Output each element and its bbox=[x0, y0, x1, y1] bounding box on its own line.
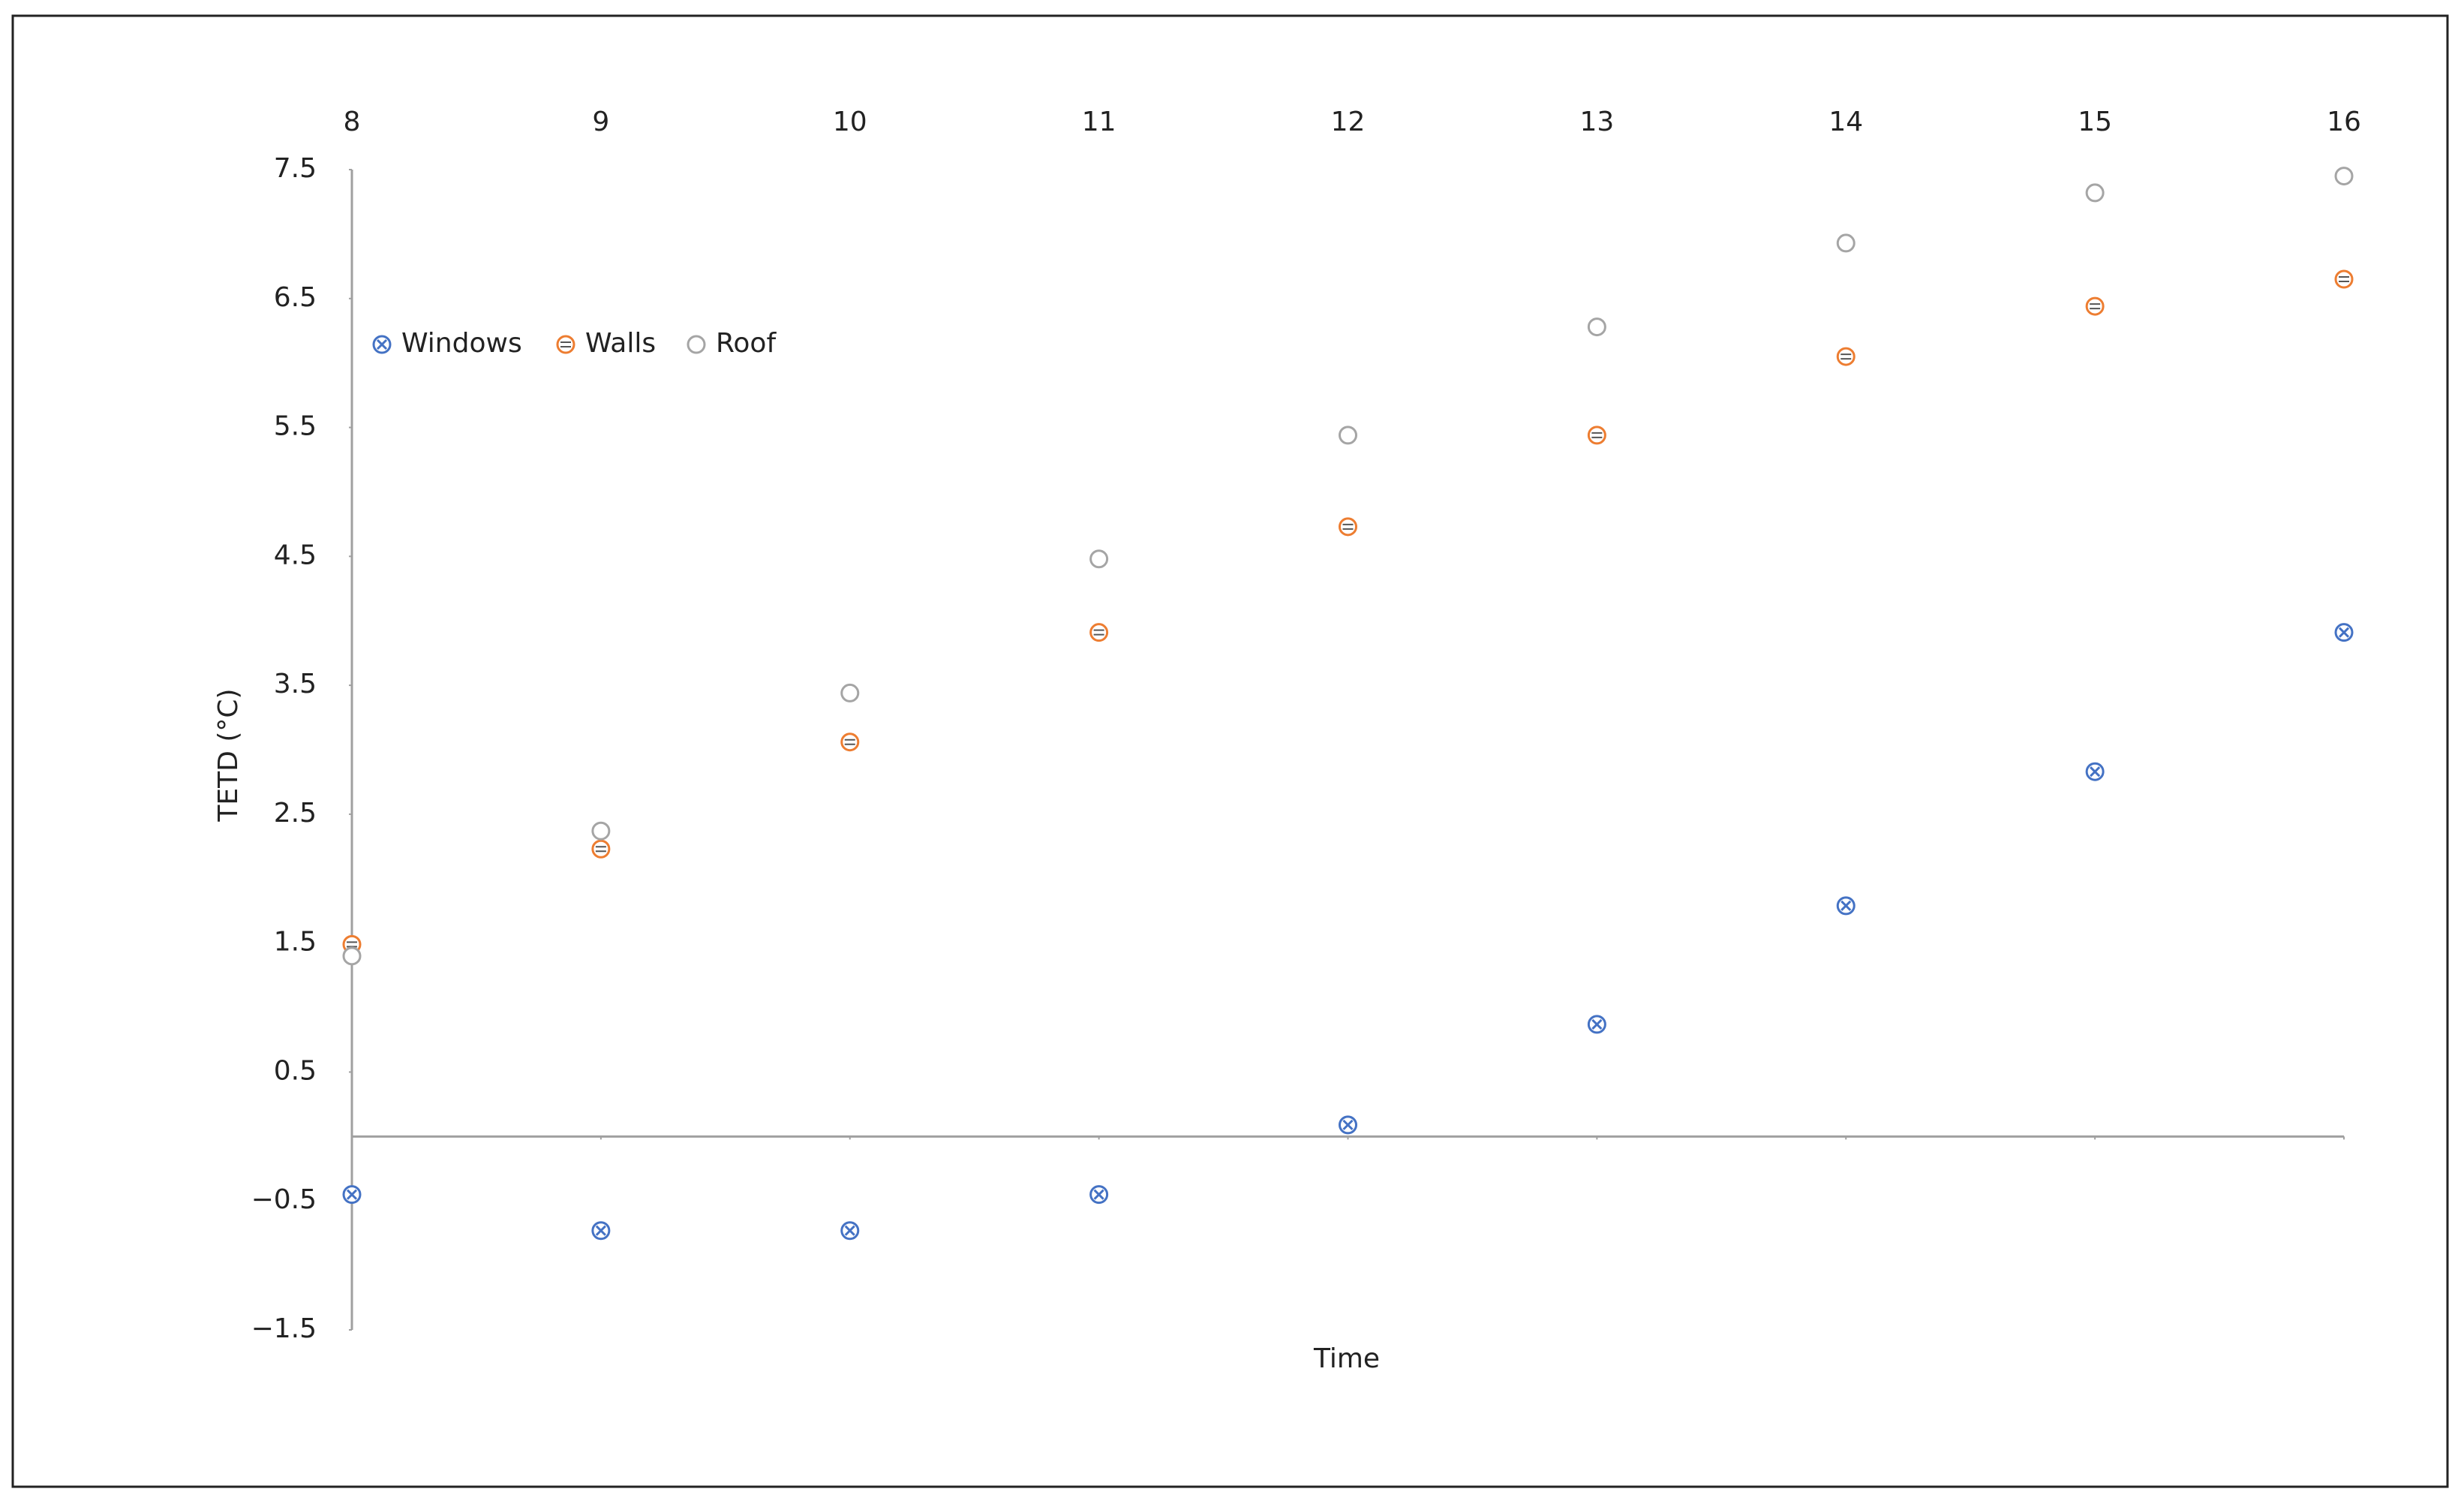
point bbox=[1836, 233, 1856, 253]
marker-pattern bbox=[1342, 1119, 1354, 1130]
point bbox=[1587, 1015, 1606, 1034]
y-tick-label: 7.5 bbox=[274, 153, 317, 184]
marker-pattern bbox=[1591, 1018, 1603, 1030]
point bbox=[1339, 1115, 1357, 1135]
point bbox=[342, 1185, 362, 1205]
point bbox=[2334, 623, 2354, 642]
point bbox=[1836, 347, 1856, 366]
marker-pattern bbox=[376, 338, 388, 350]
point-shape bbox=[2085, 183, 2105, 203]
y-tick-label: 3.5 bbox=[274, 669, 317, 699]
point bbox=[2334, 269, 2354, 289]
point-shape bbox=[591, 821, 611, 841]
legend-label: Windows bbox=[401, 328, 522, 359]
y-tick-label: 2.5 bbox=[274, 798, 317, 829]
point-shape bbox=[840, 732, 860, 752]
point bbox=[2085, 762, 2105, 781]
x-tick-label: 14 bbox=[1828, 107, 1863, 137]
legend-marker bbox=[687, 335, 706, 354]
marker-pattern bbox=[1093, 629, 1104, 636]
point bbox=[1587, 317, 1606, 337]
point-shape bbox=[1339, 426, 1357, 445]
y-tick-label: 1.5 bbox=[274, 927, 317, 958]
legend-marker bbox=[556, 335, 575, 354]
x-tick-label: 15 bbox=[2078, 107, 2112, 137]
marker-pattern bbox=[1840, 900, 1852, 911]
x-tick-label: 9 bbox=[592, 107, 609, 137]
marker-pattern bbox=[346, 1189, 358, 1200]
marker-pattern bbox=[595, 846, 606, 853]
point bbox=[1089, 549, 1109, 569]
point bbox=[1089, 623, 1109, 642]
marker-pattern bbox=[2338, 627, 2350, 638]
marker-pattern bbox=[844, 1225, 855, 1236]
marker-pattern bbox=[1093, 1189, 1104, 1200]
point bbox=[591, 1221, 611, 1241]
y-tick-label: 4.5 bbox=[274, 540, 317, 570]
x-tick-label: 11 bbox=[1082, 107, 1116, 137]
point bbox=[342, 946, 362, 966]
x-tick-label: 8 bbox=[344, 107, 361, 137]
x-tick-label: 13 bbox=[1579, 107, 1614, 137]
legend-label: Walls bbox=[585, 328, 656, 359]
point-shape bbox=[2334, 269, 2354, 289]
x-tick-label: 12 bbox=[1331, 107, 1366, 137]
point bbox=[1089, 1185, 1109, 1205]
point bbox=[1587, 426, 1606, 445]
marker-pattern bbox=[844, 738, 855, 745]
marker-pattern bbox=[2090, 303, 2101, 310]
point bbox=[840, 732, 860, 752]
point bbox=[840, 1221, 860, 1241]
point-shape bbox=[2334, 167, 2354, 186]
point-shape bbox=[1089, 623, 1109, 642]
y-tick-label: −1.5 bbox=[251, 1313, 317, 1344]
x-axis-label: Time bbox=[1313, 1343, 1380, 1374]
point bbox=[2085, 183, 2105, 203]
x-tick-label: 10 bbox=[833, 107, 867, 137]
point-shape bbox=[1339, 517, 1357, 537]
point-shape bbox=[840, 683, 860, 702]
y-tick-label: 6.5 bbox=[274, 282, 317, 313]
point-shape bbox=[1587, 317, 1606, 337]
point-shape bbox=[1587, 426, 1606, 445]
point bbox=[2334, 167, 2354, 186]
point bbox=[591, 839, 611, 859]
point bbox=[1339, 517, 1357, 537]
legend-marker-shape bbox=[687, 335, 706, 354]
chart-frame bbox=[11, 14, 2449, 1488]
marker-pattern bbox=[2339, 276, 2349, 283]
point-shape bbox=[1089, 549, 1109, 569]
legend-marker bbox=[372, 335, 392, 354]
point bbox=[2085, 296, 2105, 316]
legend-label: Roof bbox=[716, 328, 777, 359]
point-shape bbox=[591, 839, 611, 859]
marker-pattern bbox=[1591, 432, 1603, 438]
point-shape bbox=[2085, 296, 2105, 316]
y-axis-label: TETD (°C) bbox=[213, 688, 244, 822]
marker-pattern bbox=[2090, 766, 2101, 778]
point-shape bbox=[342, 946, 362, 966]
point-shape bbox=[1836, 233, 1856, 253]
marker-pattern bbox=[1840, 353, 1852, 360]
legend-marker-shape bbox=[556, 335, 575, 354]
y-tick-label: 0.5 bbox=[274, 1055, 317, 1086]
marker-pattern bbox=[595, 1225, 606, 1236]
point bbox=[840, 683, 860, 702]
y-tick-label: −0.5 bbox=[251, 1184, 317, 1215]
point-shape bbox=[1836, 347, 1856, 366]
point bbox=[591, 821, 611, 841]
point bbox=[1339, 426, 1357, 445]
y-tick-label: 5.5 bbox=[274, 411, 317, 442]
x-tick-label: 16 bbox=[2327, 107, 2361, 137]
marker-pattern bbox=[560, 341, 571, 347]
marker-pattern bbox=[1342, 523, 1354, 530]
point bbox=[1836, 896, 1856, 916]
